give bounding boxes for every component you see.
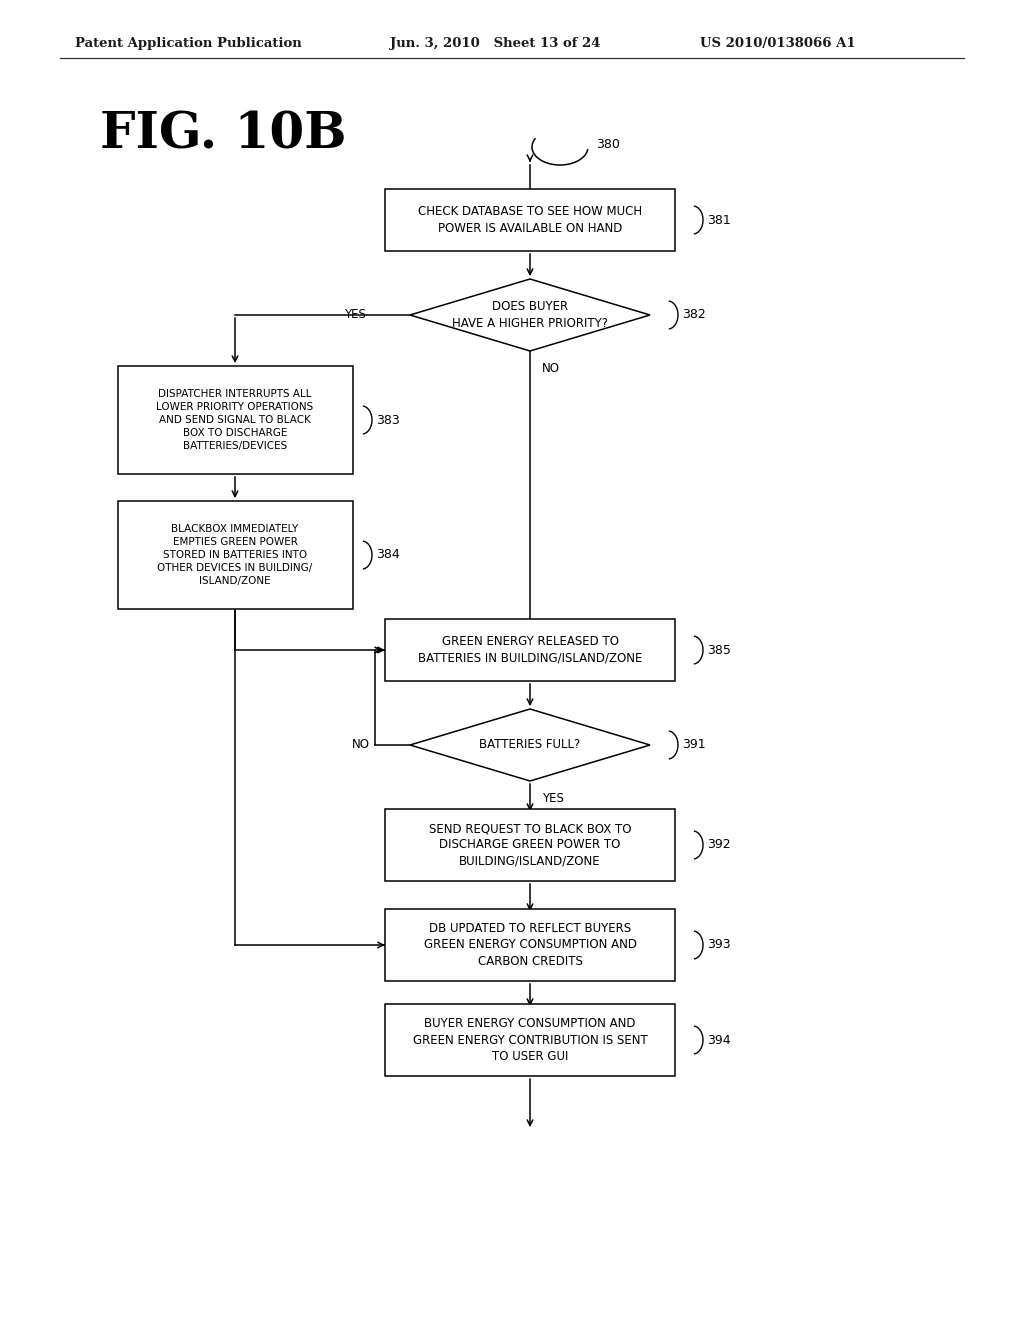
Text: YES: YES — [542, 792, 564, 805]
Text: BLACKBOX IMMEDIATELY
EMPTIES GREEN POWER
STORED IN BATTERIES INTO
OTHER DEVICES : BLACKBOX IMMEDIATELY EMPTIES GREEN POWER… — [158, 524, 312, 586]
Text: CHECK DATABASE TO SEE HOW MUCH
POWER IS AVAILABLE ON HAND: CHECK DATABASE TO SEE HOW MUCH POWER IS … — [418, 205, 642, 235]
Text: DISPATCHER INTERRUPTS ALL
LOWER PRIORITY OPERATIONS
AND SEND SIGNAL TO BLACK
BOX: DISPATCHER INTERRUPTS ALL LOWER PRIORITY… — [157, 389, 313, 450]
Text: 382: 382 — [682, 309, 706, 322]
Text: 391: 391 — [682, 738, 706, 751]
Text: DB UPDATED TO REFLECT BUYERS
GREEN ENERGY CONSUMPTION AND
CARBON CREDITS: DB UPDATED TO REFLECT BUYERS GREEN ENERG… — [424, 921, 637, 968]
Text: 381: 381 — [707, 214, 731, 227]
Text: BUYER ENERGY CONSUMPTION AND
GREEN ENERGY CONTRIBUTION IS SENT
TO USER GUI: BUYER ENERGY CONSUMPTION AND GREEN ENERG… — [413, 1016, 647, 1063]
FancyBboxPatch shape — [385, 909, 675, 981]
Text: FIG. 10B: FIG. 10B — [100, 111, 346, 160]
Text: US 2010/0138066 A1: US 2010/0138066 A1 — [700, 37, 856, 49]
Text: BATTERIES FULL?: BATTERIES FULL? — [479, 738, 581, 751]
Polygon shape — [410, 709, 650, 781]
Text: NO: NO — [352, 738, 370, 751]
Text: 392: 392 — [707, 838, 731, 851]
Text: GREEN ENERGY RELEASED TO
BATTERIES IN BUILDING/ISLAND/ZONE: GREEN ENERGY RELEASED TO BATTERIES IN BU… — [418, 635, 642, 665]
Text: 385: 385 — [707, 644, 731, 656]
Text: SEND REQUEST TO BLACK BOX TO
DISCHARGE GREEN POWER TO
BUILDING/ISLAND/ZONE: SEND REQUEST TO BLACK BOX TO DISCHARGE G… — [429, 822, 631, 869]
Text: 384: 384 — [376, 549, 399, 561]
Text: DOES BUYER
HAVE A HIGHER PRIORITY?: DOES BUYER HAVE A HIGHER PRIORITY? — [452, 300, 608, 330]
FancyBboxPatch shape — [385, 619, 675, 681]
Text: Patent Application Publication: Patent Application Publication — [75, 37, 302, 49]
Text: NO: NO — [542, 363, 560, 375]
FancyBboxPatch shape — [385, 809, 675, 880]
FancyBboxPatch shape — [385, 189, 675, 251]
FancyBboxPatch shape — [118, 366, 352, 474]
Text: 393: 393 — [707, 939, 731, 952]
FancyBboxPatch shape — [385, 1005, 675, 1076]
Text: Jun. 3, 2010   Sheet 13 of 24: Jun. 3, 2010 Sheet 13 of 24 — [390, 37, 600, 49]
Text: YES: YES — [344, 309, 366, 322]
Polygon shape — [410, 279, 650, 351]
FancyBboxPatch shape — [118, 502, 352, 609]
Text: 380: 380 — [596, 139, 620, 152]
Text: 383: 383 — [376, 413, 399, 426]
Text: 394: 394 — [707, 1034, 731, 1047]
